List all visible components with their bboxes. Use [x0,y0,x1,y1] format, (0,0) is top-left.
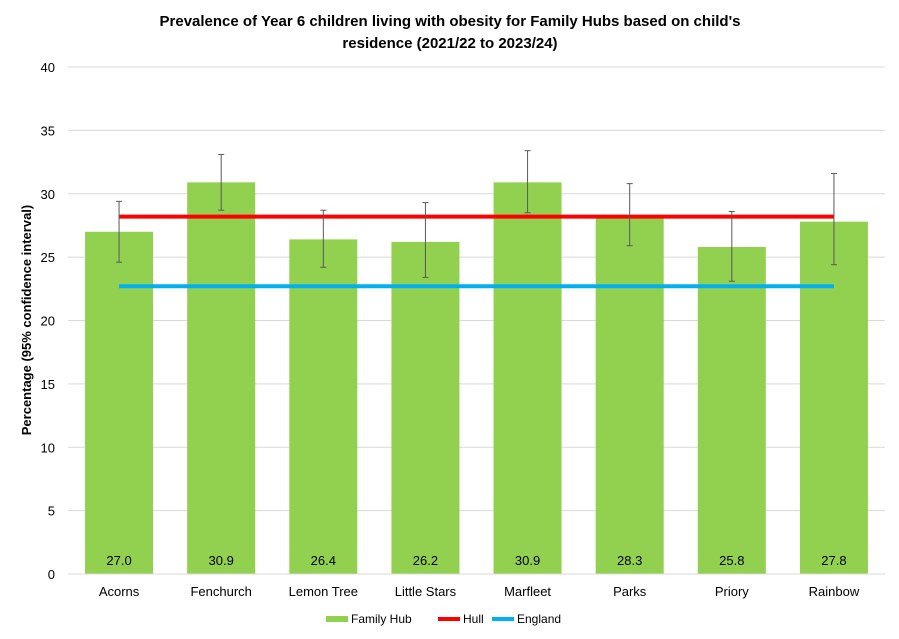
bar [697,246,766,575]
data-label: 28.3 [617,553,642,568]
data-label: 25.8 [719,553,744,568]
bar [595,215,664,575]
x-tick-label: Priory [715,584,749,599]
x-tick-label: Little Stars [395,584,457,599]
data-label: 27.0 [106,553,131,568]
bar [391,241,460,575]
chart-title-line2: residence (2021/22 to 2023/24) [342,35,557,52]
x-tick-label: Rainbow [809,584,860,599]
y-tick-label: 30 [41,187,55,202]
legend-label: Hull [463,612,484,626]
x-tick-label: Parks [613,584,647,599]
y-axis-label: Percentage (95% confidence interval) [19,205,34,435]
bar [187,182,256,574]
data-label: 26.4 [311,553,336,568]
x-tick-label: Fenchurch [190,584,251,599]
data-label: 30.9 [515,553,540,568]
bar [85,231,154,574]
x-tick-label: Acorns [99,584,140,599]
chart-title-line1: Prevalence of Year 6 children living wit… [160,13,741,30]
y-tick-label: 40 [41,60,55,75]
data-label: 30.9 [209,553,234,568]
y-tick-label: 20 [41,314,55,329]
y-tick-label: 35 [41,123,55,138]
x-tick-label: Lemon Tree [289,584,358,599]
y-tick-label: 15 [41,377,55,392]
data-label: 27.8 [821,553,846,568]
x-tick-label: Marfleet [504,584,551,599]
bar [799,221,868,574]
y-tick-label: 10 [41,440,55,455]
bar [289,239,358,574]
y-tick-label: 0 [48,567,55,582]
data-label: 26.2 [413,553,438,568]
y-tick-label: 5 [48,504,55,519]
legend-label: Family Hub [351,612,412,626]
legend-label: England [517,612,561,626]
y-tick-label: 25 [41,250,55,265]
bar [493,182,562,574]
